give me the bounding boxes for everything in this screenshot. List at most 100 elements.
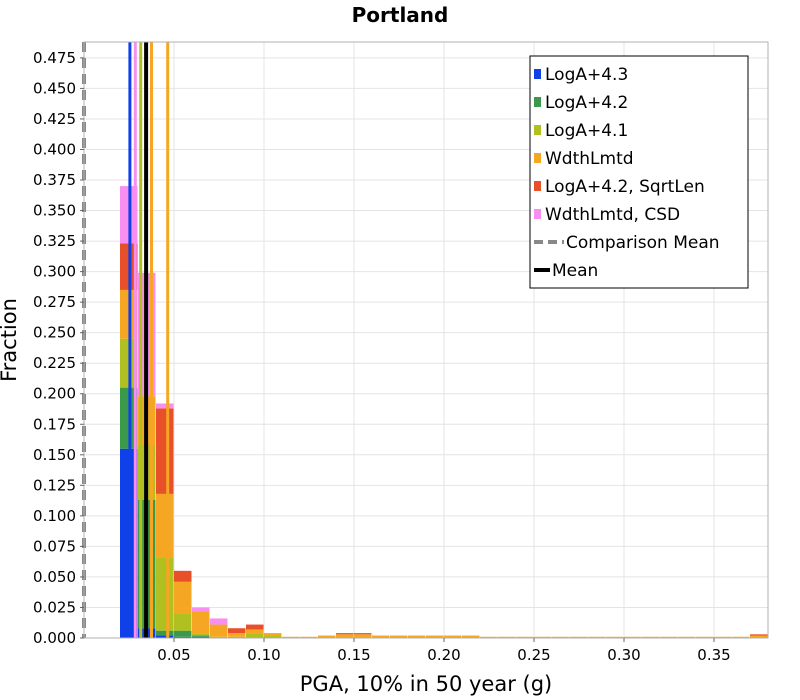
- bar-30-series-3: [660, 636, 678, 638]
- y-tick-label-13: 0.325: [33, 232, 76, 250]
- bar-4-series-1: [192, 635, 210, 637]
- bar-6-series-4: [228, 628, 246, 634]
- bar-7-series-3: [246, 629, 264, 634]
- bar-27-series-3: [606, 636, 624, 638]
- x-tick-label-5: 0.30: [607, 646, 640, 664]
- bar-3-series-4: [174, 570, 192, 582]
- bar-4-series-0: [192, 636, 210, 638]
- x-tick-label-1: 0.10: [247, 646, 280, 664]
- bar-5-series-3: [210, 624, 228, 637]
- bar-14-series-3: [372, 635, 390, 638]
- bar-3-series-1: [174, 630, 192, 637]
- y-tick-label-7: 0.175: [33, 415, 76, 433]
- legend-label-3: WdthLmtd: [545, 149, 634, 169]
- legend: LogA+4.3 LogA+4.2 LogA+4.1 WdthLmtd LogA+4.2…: [529, 55, 749, 289]
- x-tick-label-0: 0.05: [157, 646, 190, 664]
- bar-24-series-3: [552, 636, 570, 638]
- bar-11-series-3: [318, 635, 336, 638]
- y-tick-label-9: 0.225: [33, 354, 76, 372]
- y-tick-label-3: 0.075: [33, 537, 76, 555]
- legend-label-2: LogA+4.1: [545, 121, 628, 141]
- legend-swatch-4: [534, 181, 541, 191]
- legend-swatch-1: [534, 97, 541, 107]
- bar-20-series-3: [480, 636, 498, 638]
- legend-label-4: LogA+4.2, SqrtLen: [545, 177, 705, 197]
- bar-2-series-0: [156, 635, 174, 638]
- y-tick-label-1: 0.025: [33, 598, 76, 616]
- bar-23-series-3: [534, 636, 552, 638]
- bar-13-series-4: [354, 633, 372, 635]
- bar-3-series-2: [174, 613, 192, 631]
- bar-10-series-3: [300, 636, 318, 638]
- bar-35-series-4: [750, 634, 768, 636]
- bar-4-series-3: [192, 611, 210, 634]
- bar-34-series-3: [732, 636, 750, 638]
- bar-3-series-0: [174, 636, 192, 638]
- legend-label-7: Mean: [552, 261, 598, 281]
- bar-2-series-4: [156, 408, 174, 494]
- x-tick-label-6: 0.35: [697, 646, 730, 664]
- bar-12-series-4: [336, 633, 354, 635]
- legend-swatch-0: [534, 69, 541, 79]
- y-tick-label-12: 0.300: [33, 263, 76, 281]
- bar-35-series-3: [750, 635, 768, 638]
- plot-frame: [83, 41, 769, 639]
- x-tick-label-3: 0.20: [427, 646, 460, 664]
- bar-2-series-1: [156, 630, 174, 636]
- y-tick-label-0: 0.000: [33, 629, 76, 647]
- bar-3-series-3: [174, 581, 192, 614]
- legend-label-6: Comparison Mean: [566, 233, 720, 253]
- bar-22-series-3: [516, 636, 534, 638]
- bar-28-series-3: [624, 636, 642, 638]
- y-tick-label-18: 0.450: [33, 79, 76, 97]
- bar-21-series-3: [498, 636, 516, 638]
- legend-box: [529, 55, 749, 289]
- bar-31-series-3: [678, 636, 696, 638]
- bar-6-series-2: [228, 636, 246, 638]
- legend-label-1: LogA+4.2: [545, 93, 628, 113]
- y-axis-title: Fraction: [0, 298, 21, 382]
- bar-7-series-2: [246, 633, 264, 638]
- bar-25-series-3: [570, 636, 588, 638]
- bar-5-series-2: [210, 636, 228, 638]
- legend-swatch-3: [534, 153, 541, 163]
- bar-19-series-3: [462, 635, 480, 638]
- bar-6-series-3: [228, 633, 246, 637]
- bar-15-series-3: [390, 635, 408, 638]
- chart-title: Portland: [352, 3, 449, 27]
- bar-8-series-2: [264, 635, 282, 638]
- legend-swatch-2: [534, 125, 541, 135]
- y-tick-label-2: 0.050: [33, 568, 76, 586]
- y-tick-label-15: 0.375: [33, 171, 76, 189]
- bar-32-series-3: [696, 636, 714, 638]
- y-tick-label-5: 0.125: [33, 476, 76, 494]
- bar-4-series-2: [192, 633, 210, 636]
- y-tick-label-8: 0.200: [33, 385, 76, 403]
- bar-16-series-3: [408, 635, 426, 638]
- bar-12-series-3: [336, 634, 354, 638]
- x-tick-label-4: 0.25: [517, 646, 550, 664]
- bar-33-series-3: [714, 636, 732, 638]
- bar-2-series-2: [156, 557, 174, 631]
- bar-8-series-3: [264, 633, 282, 636]
- x-tick-label-2: 0.15: [337, 646, 370, 664]
- y-axis: 0.000 0.025 0.050 0.075 0.100 0.125 0.150 0.175…: [33, 49, 84, 647]
- y-tick-label-4: 0.100: [33, 507, 76, 525]
- bar-4-series-5: [192, 607, 210, 612]
- bar-2-series-3: [156, 493, 174, 558]
- bar-17-series-3: [426, 635, 444, 638]
- legend-label-0: LogA+4.3: [545, 65, 628, 85]
- bar-26-series-3: [588, 636, 606, 638]
- bar-7-series-4: [246, 624, 264, 630]
- legend-swatch-5: [534, 209, 541, 219]
- legend-label-5: WdthLmtd, CSD: [545, 205, 680, 225]
- bar-5-series-5: [210, 618, 228, 625]
- x-axis-title: PGA, 10% in 50 year (g): [300, 672, 552, 696]
- bar-13-series-3: [354, 634, 372, 638]
- bar-29-series-3: [642, 636, 660, 638]
- x-axis: 0.05 0.10 0.15 0.20 0.25 0.30 0.35: [157, 638, 731, 664]
- y-tick-label-14: 0.350: [33, 202, 76, 220]
- y-tick-label-16: 0.400: [33, 140, 76, 158]
- bar-2-series-5: [156, 403, 174, 409]
